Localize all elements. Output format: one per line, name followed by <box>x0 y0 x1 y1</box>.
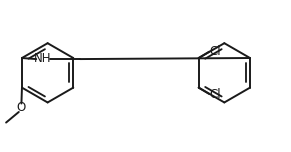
Text: Cl: Cl <box>210 45 221 58</box>
Text: O: O <box>16 101 26 114</box>
Text: NH: NH <box>34 52 52 65</box>
Text: Cl: Cl <box>210 88 221 101</box>
